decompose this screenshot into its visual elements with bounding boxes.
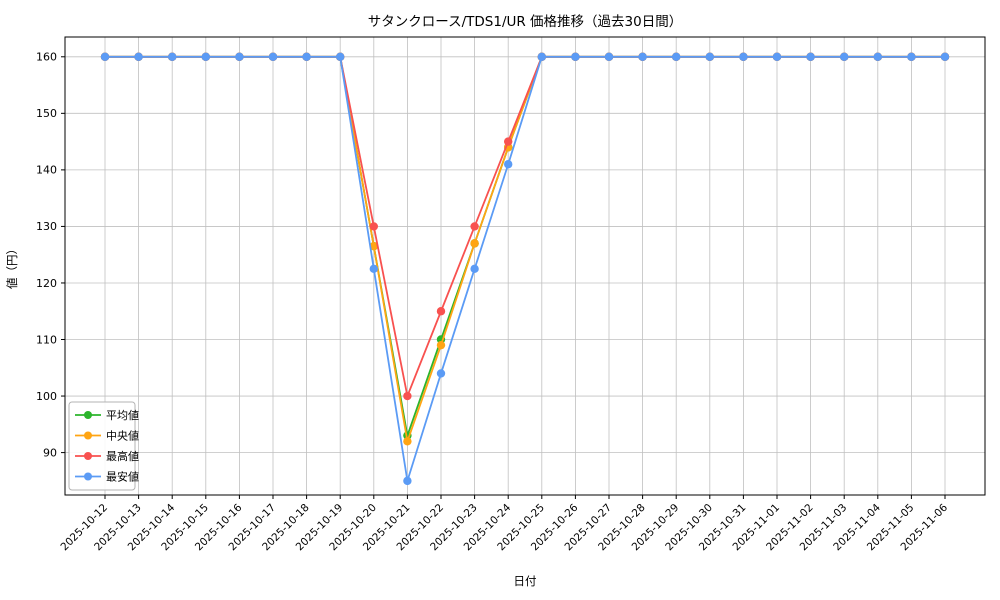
legend-marker [84, 411, 92, 419]
series-marker [672, 52, 681, 61]
series-marker [571, 52, 580, 61]
series-marker [403, 391, 412, 401]
series-line [105, 55, 945, 482]
legend-marker [84, 452, 92, 460]
series-marker [470, 222, 479, 231]
series-marker [806, 52, 815, 61]
series-marker [336, 52, 345, 61]
legend-box [68, 401, 136, 491]
series-layer [100, 52, 950, 486]
y-tick-label: 150 [36, 107, 57, 120]
series-marker [504, 137, 513, 146]
axis-layer: 901001101201301401501602025-10-122025-10… [36, 36, 986, 553]
series-marker [302, 52, 311, 61]
series-line [105, 55, 945, 443]
plot-border [64, 36, 986, 496]
series-marker [840, 52, 849, 61]
series-marker [705, 52, 714, 61]
series-marker [403, 437, 412, 446]
legend-marker [84, 431, 92, 440]
series-marker [436, 369, 446, 378]
series-marker [235, 52, 244, 61]
series-marker [168, 52, 177, 61]
series-marker [201, 52, 210, 61]
y-tick-label: 130 [36, 220, 57, 233]
y-tick-label: 160 [36, 51, 57, 64]
series-marker [470, 239, 479, 248]
y-tick-label: 120 [36, 277, 57, 290]
legend-label: 中央値 [106, 429, 139, 442]
legend-marker [84, 472, 92, 481]
series-marker [638, 52, 647, 61]
series-marker [369, 264, 378, 274]
series-marker [436, 340, 446, 350]
grid-layer [65, 37, 985, 495]
series-marker [907, 52, 916, 61]
series-marker [772, 52, 782, 61]
y-axis-label: 値（円） [5, 243, 19, 289]
series-marker [403, 476, 412, 486]
chart-title: サタンクロース/TDS1/UR 価格推移（過去30日間） [368, 14, 682, 30]
y-tick-label: 100 [36, 390, 57, 403]
legend-entry: 最安値 [75, 469, 139, 483]
y-tick-label: 110 [36, 333, 57, 346]
legend-label: 平均値 [106, 409, 139, 422]
legend-entry: 中央値 [75, 429, 139, 442]
series-最安値 [100, 52, 950, 486]
legend-entry: 平均値 [75, 409, 139, 422]
series-marker [940, 52, 950, 61]
series-marker [369, 222, 378, 231]
series-marker [470, 264, 479, 274]
series-marker [369, 242, 378, 251]
series-marker [134, 52, 143, 61]
x-axis-label: 日付 [514, 574, 537, 588]
series-marker [873, 52, 882, 61]
y-tick-label: 140 [36, 164, 57, 177]
y-tick-label: 90 [43, 446, 57, 459]
series-marker [604, 52, 614, 61]
series-marker [504, 160, 513, 169]
series-marker [537, 52, 546, 61]
legend-label: 最安値 [106, 469, 139, 483]
series-marker [268, 52, 278, 61]
legend-entry: 最高値 [75, 449, 139, 463]
series-marker [739, 52, 748, 61]
series-marker [100, 52, 110, 61]
legend-label: 最高値 [106, 449, 139, 463]
series-marker [436, 307, 446, 316]
